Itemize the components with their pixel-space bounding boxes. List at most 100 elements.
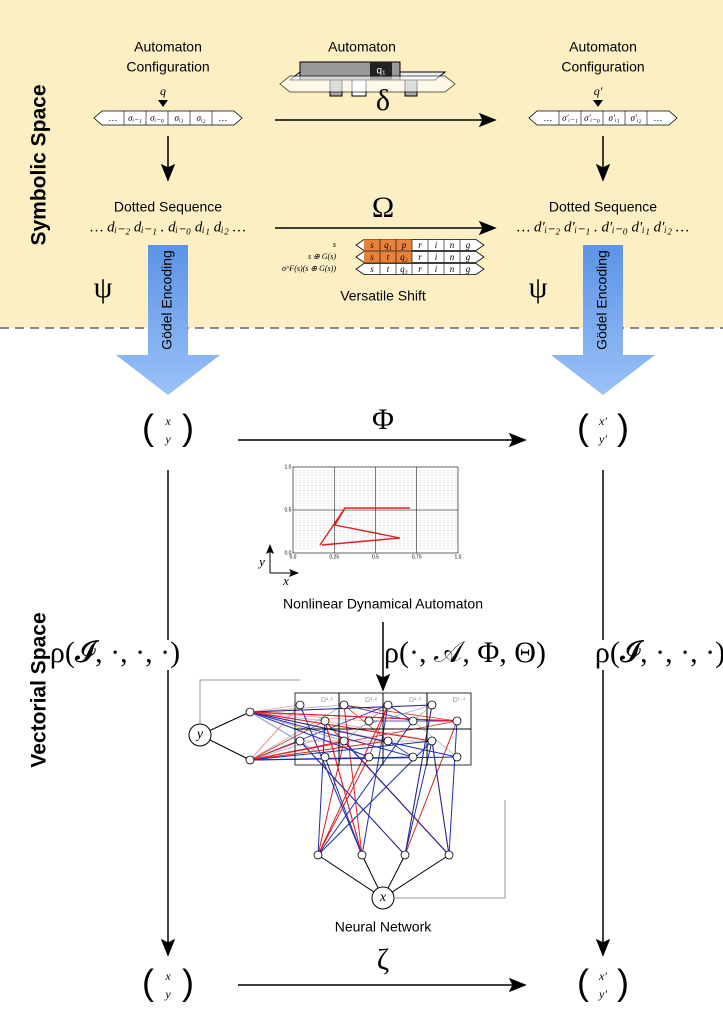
rho: ρ(𝓘, ·, ·, ·) bbox=[595, 636, 723, 669]
neuron bbox=[409, 717, 417, 725]
vector-component: y bbox=[164, 987, 171, 1001]
tape-symbol: g bbox=[466, 240, 471, 250]
tape-symbol: g bbox=[466, 264, 471, 274]
tape-symbol: q₃ bbox=[400, 264, 408, 274]
shift-title: Versatile Shift bbox=[340, 288, 426, 304]
automaton-title: Automaton bbox=[328, 39, 396, 55]
head-state: q₁ bbox=[377, 66, 387, 77]
tape-symbol: q₁ bbox=[384, 240, 392, 250]
tape-symbol: σ′ᵢ₋₁ bbox=[562, 113, 578, 123]
tape-symbol: … bbox=[109, 113, 117, 123]
neuron bbox=[401, 851, 409, 859]
diagram: Symbolic Space Vectorial Space Automaton… bbox=[0, 0, 723, 1019]
delta: δ bbox=[376, 84, 390, 117]
shift-row-label: s ⊕ G(s) bbox=[308, 252, 336, 261]
rho: ρ(𝓘, ·, ·, ·) bbox=[50, 636, 180, 669]
plot-ytick: 0.5 bbox=[285, 507, 292, 513]
tape-symbol: s bbox=[370, 264, 374, 274]
tape-symbol: s bbox=[370, 240, 374, 250]
tape-symbol: r bbox=[418, 240, 422, 250]
omega: Ω bbox=[372, 191, 394, 224]
encoding-label: Gödel Encoding bbox=[594, 250, 610, 350]
vector-component: x bbox=[164, 414, 171, 428]
config-title: Configuration bbox=[126, 59, 209, 75]
tape-symbol: r bbox=[418, 252, 422, 262]
config-title: Automaton bbox=[134, 39, 202, 55]
plot-xtick: 0.75 bbox=[412, 554, 422, 560]
tape-symbol: σᵢ₂ bbox=[197, 113, 206, 123]
axis-label: y bbox=[257, 554, 265, 569]
tape-symbol: g bbox=[466, 252, 471, 262]
neuron bbox=[428, 701, 436, 709]
neuron bbox=[296, 701, 304, 709]
neuron bbox=[340, 737, 348, 745]
shift-row-label: σ^F(s)(s ⊕ G(s)) bbox=[282, 264, 336, 273]
neuron bbox=[445, 851, 453, 859]
plot-xtick: 1.0 bbox=[455, 554, 462, 560]
neuron bbox=[321, 753, 329, 761]
tape-symbol: σ′ᵢ₂ bbox=[631, 113, 642, 123]
vector-component: x′ bbox=[598, 969, 607, 983]
tape-symbol: … bbox=[654, 113, 662, 123]
neuron bbox=[321, 717, 329, 725]
paren: ) bbox=[182, 407, 194, 448]
shift-row-label: s bbox=[333, 240, 336, 249]
paren: ( bbox=[142, 962, 154, 1003]
neuron bbox=[428, 737, 436, 745]
neuron bbox=[296, 737, 304, 745]
block-label: D¹·² bbox=[365, 697, 378, 704]
tape-symbol: n bbox=[450, 240, 455, 250]
vector-component: y′ bbox=[598, 987, 607, 1001]
dotted-title: Dotted Sequence bbox=[114, 199, 222, 215]
region-label: Symbolic Space bbox=[28, 84, 51, 245]
connection bbox=[383, 855, 449, 898]
paren: ( bbox=[142, 407, 154, 448]
psi: ψ bbox=[529, 271, 548, 304]
tape-symbol: σᵢ₁ bbox=[175, 113, 184, 123]
tape-symbol: p bbox=[401, 240, 407, 250]
tape-symbol: σ′ᵢ₁ bbox=[609, 113, 620, 123]
neuron bbox=[246, 708, 254, 716]
tape-symbol: s bbox=[370, 252, 374, 262]
block-label: D¹·¹ bbox=[321, 697, 334, 704]
vector-component: x′ bbox=[598, 414, 607, 428]
connection bbox=[318, 855, 383, 898]
tape-symbol: … bbox=[219, 113, 227, 123]
neuron bbox=[365, 717, 373, 725]
paren: ) bbox=[617, 407, 629, 448]
neuron bbox=[409, 753, 417, 761]
neuron bbox=[314, 851, 322, 859]
neuron-label: y bbox=[195, 727, 204, 742]
tape-symbol: r bbox=[418, 264, 422, 274]
tape-symbol: σ′ᵢ₋₀ bbox=[584, 113, 600, 123]
block-label: D¹·³ bbox=[409, 697, 422, 704]
phi: Φ bbox=[372, 403, 394, 436]
plot-ytick: 1.0 bbox=[285, 464, 292, 470]
tape-symbol: σᵢ₋₁ bbox=[128, 113, 142, 123]
psi: ψ bbox=[94, 271, 113, 304]
neuron bbox=[453, 717, 461, 725]
plot-xtick: 0.25 bbox=[329, 554, 339, 560]
block-label: D¹·⁴ bbox=[453, 697, 466, 704]
connection bbox=[449, 721, 457, 855]
neuron bbox=[340, 701, 348, 709]
paren: ) bbox=[617, 962, 629, 1003]
neuron bbox=[246, 756, 254, 764]
neuron bbox=[384, 701, 392, 709]
paren: ) bbox=[182, 962, 194, 1003]
plot-ytick: 0.0 bbox=[285, 550, 292, 556]
neuron bbox=[384, 737, 392, 745]
tape-symbol: … bbox=[544, 113, 552, 123]
state-label: q′ bbox=[594, 84, 603, 98]
neuron bbox=[453, 753, 461, 761]
connection bbox=[432, 741, 449, 855]
block bbox=[427, 729, 471, 765]
state-label: q bbox=[160, 84, 166, 98]
neuron bbox=[358, 851, 366, 859]
nn-title: Neural Network bbox=[335, 919, 432, 935]
axis-label: x bbox=[282, 573, 289, 588]
dotted-sequence: … dᵢ₋₂ dᵢ₋₁ . dᵢ₋₀ dᵢ₁ dᵢ₂ … bbox=[90, 219, 246, 235]
zeta: ζ bbox=[377, 943, 389, 976]
